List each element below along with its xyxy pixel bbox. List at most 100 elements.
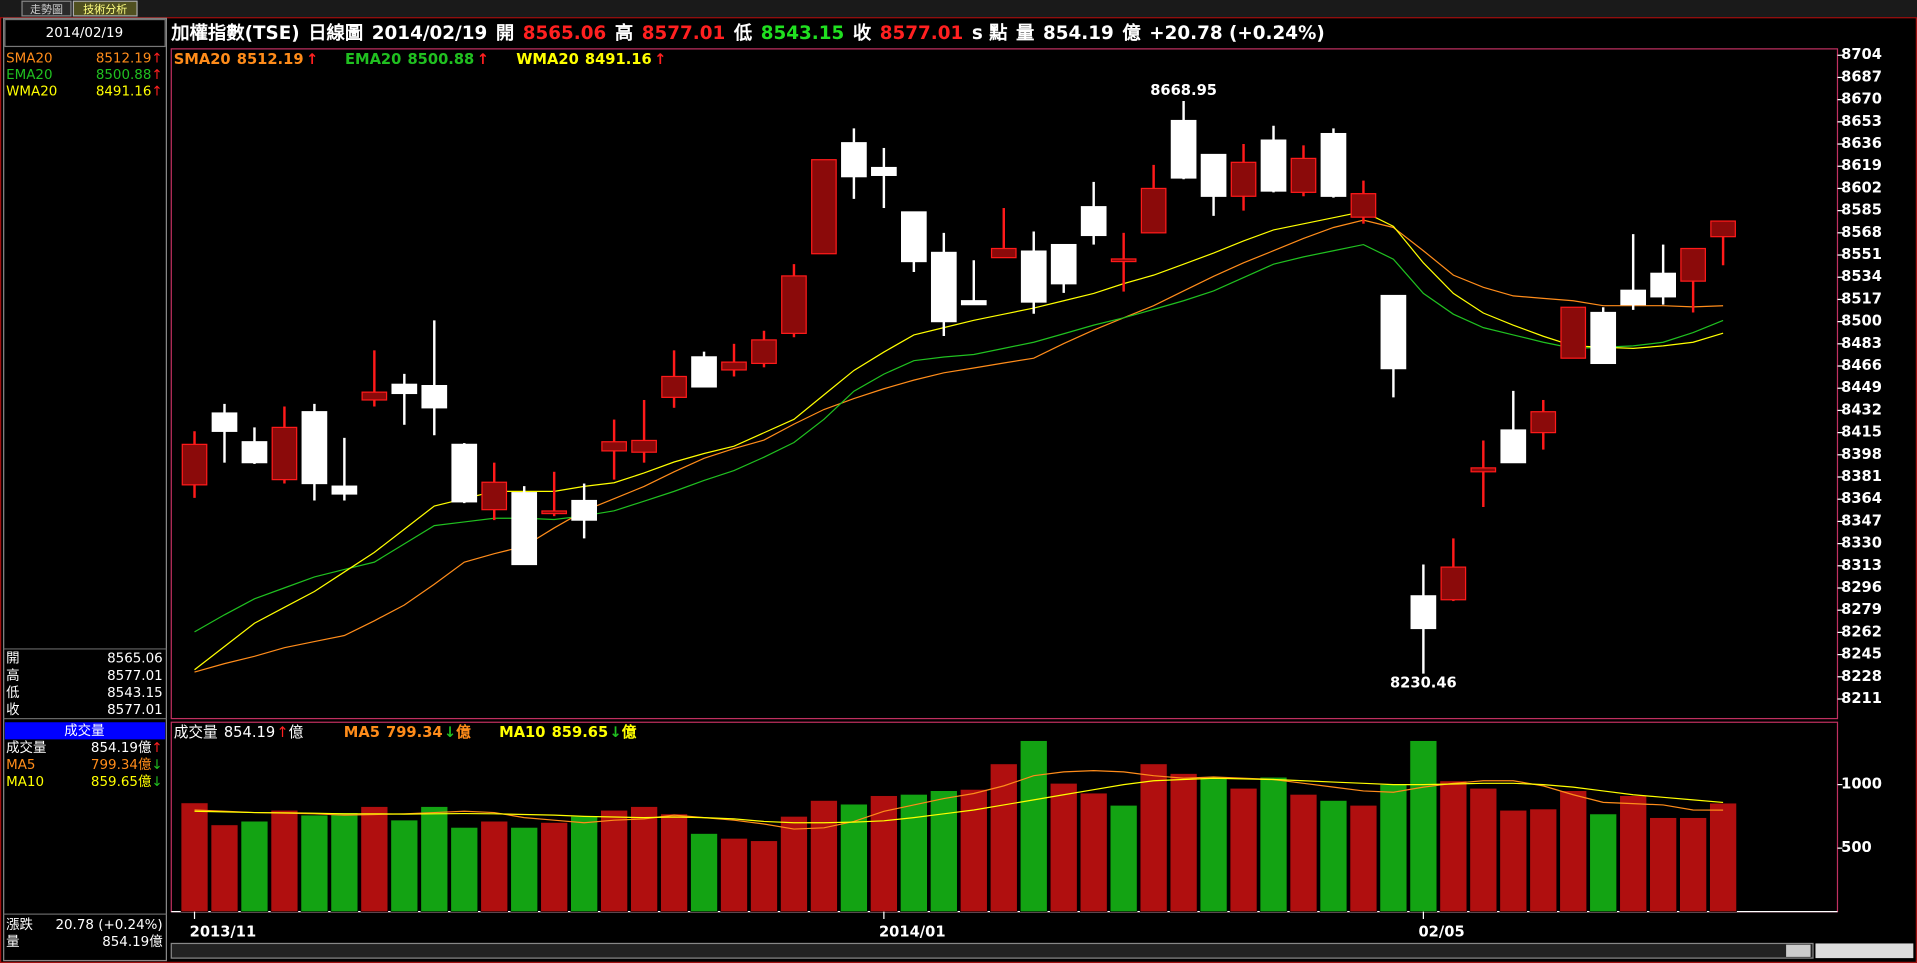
candle-body bbox=[661, 375, 687, 398]
volume-row-value: 859.65億↓ bbox=[91, 774, 163, 790]
volume-bar bbox=[1709, 802, 1737, 912]
header-part: 收 bbox=[853, 22, 872, 44]
ma-line bbox=[194, 777, 1724, 824]
candle-body bbox=[1410, 595, 1437, 630]
legend-item-part: 8500.88 bbox=[407, 51, 474, 68]
candle-body bbox=[1290, 157, 1317, 193]
header-part: 8577.01 bbox=[642, 23, 726, 44]
volume-row-value: 854.19億↑ bbox=[91, 740, 163, 756]
candle-body bbox=[901, 211, 927, 263]
volume-legend-part: 億 bbox=[289, 724, 304, 741]
y-tick-label: 8466 bbox=[1841, 357, 1882, 374]
candle-body bbox=[691, 356, 717, 388]
volume-legend-part: 成交量 bbox=[174, 723, 218, 741]
y-tick-label: 8211 bbox=[1841, 690, 1882, 707]
legend-item-part: 8491.16 bbox=[585, 51, 652, 68]
candle-body bbox=[211, 412, 238, 432]
candle-body bbox=[541, 510, 568, 515]
volume-legend-part: ↓ bbox=[444, 724, 456, 741]
volume-legend-part: 億 bbox=[456, 723, 471, 741]
x-tick-label: 02/05 bbox=[1418, 923, 1464, 940]
header-part: 8543.15 bbox=[761, 23, 845, 44]
candle-body bbox=[841, 142, 867, 178]
header-part: 加權指數(TSE) bbox=[170, 22, 299, 44]
volume-bar bbox=[1349, 805, 1378, 912]
volume-row-value: 799.34億↓ bbox=[91, 757, 163, 773]
ma-line bbox=[194, 219, 1724, 673]
footer-label: 量 bbox=[6, 934, 19, 950]
volume-bar bbox=[1559, 790, 1587, 912]
y-tick-label: 8432 bbox=[1841, 401, 1882, 418]
footer-label: 漲跌 bbox=[6, 917, 33, 933]
y-tick-label: 8245 bbox=[1841, 646, 1882, 663]
x-tick-label: 2014/01 bbox=[879, 923, 946, 940]
y-tick-label: 8704 bbox=[1841, 46, 1882, 63]
legend-item-part: ↑ bbox=[306, 51, 318, 68]
y-tick-label: 500 bbox=[1841, 839, 1872, 856]
quote-label: 高 bbox=[6, 667, 19, 684]
indicator-value-part: 8512.19 bbox=[96, 52, 152, 67]
volume-bar bbox=[1649, 817, 1677, 912]
y-tick-label: 8517 bbox=[1841, 290, 1882, 307]
volume-bar bbox=[930, 790, 958, 912]
volume-legend: MA5 799.34↓億 bbox=[344, 723, 471, 741]
header-part: 8577.01 bbox=[880, 23, 964, 44]
volume-bar bbox=[300, 814, 329, 912]
volume-bar bbox=[210, 824, 239, 912]
indicator-value-part: 8500.88 bbox=[96, 68, 152, 83]
footer-value: 854.19億 bbox=[102, 934, 163, 950]
price-panel bbox=[170, 48, 1839, 720]
date: 2014/02/19 bbox=[46, 26, 123, 41]
ma-line bbox=[194, 243, 1724, 633]
candle-body bbox=[1350, 193, 1377, 218]
header-part: 高 bbox=[615, 22, 633, 44]
legend-item-part: ↑ bbox=[654, 51, 666, 68]
volume-bar bbox=[510, 827, 538, 912]
toolbar-icons[interactable] bbox=[1815, 943, 1914, 959]
tab-active[interactable] bbox=[72, 0, 138, 17]
volume-bar bbox=[1409, 740, 1438, 912]
volume-bar bbox=[630, 806, 658, 912]
y-tick-label: 8653 bbox=[1841, 113, 1882, 130]
tab[interactable] bbox=[21, 0, 72, 17]
candle-body bbox=[811, 159, 837, 255]
volume-bar bbox=[690, 833, 718, 912]
candle-body bbox=[331, 485, 358, 495]
volume-bar bbox=[900, 794, 928, 912]
volume-title-bar bbox=[4, 722, 166, 740]
volume-legend-part: ↑ bbox=[276, 724, 288, 741]
header: 加權指數(TSE) 日線圖 2014/02/19 開 8565.06 高 8577.01 低 8… bbox=[170, 22, 1324, 44]
volume-row-value-part: 799.34億 bbox=[91, 757, 152, 773]
candle-body bbox=[1680, 247, 1706, 282]
candle-body bbox=[451, 443, 478, 503]
candle-body bbox=[301, 411, 328, 485]
y-tick-label: 8585 bbox=[1841, 202, 1882, 219]
indicator-value-part: ↑ bbox=[151, 85, 162, 100]
indicator-value: 8491.16↑ bbox=[96, 85, 163, 100]
volume-bar bbox=[240, 820, 269, 912]
tab-strip bbox=[0, 0, 1917, 18]
volume-legend-part: 859.65 bbox=[552, 724, 609, 741]
side-panel bbox=[3, 17, 167, 962]
candle-body bbox=[481, 481, 508, 511]
candle-body bbox=[960, 300, 987, 306]
scrollbar[interactable] bbox=[170, 942, 1814, 959]
legend-item: WMA20 8491.16 ↑ bbox=[516, 51, 666, 68]
indicator-name: SMA20 bbox=[6, 52, 52, 67]
candle-body bbox=[181, 443, 208, 486]
candle-body bbox=[1620, 289, 1647, 306]
legend-item-part: ↑ bbox=[477, 51, 489, 68]
candle-body bbox=[631, 439, 657, 453]
quote-label: 開 bbox=[6, 652, 19, 667]
candle-body bbox=[1650, 272, 1676, 298]
volume-bar bbox=[1619, 795, 1647, 912]
volume-bar bbox=[1079, 792, 1108, 912]
candle-body bbox=[1080, 206, 1107, 237]
header-part: 量 bbox=[1016, 23, 1034, 44]
legend-item-part: 8512.19 bbox=[237, 51, 304, 68]
footer-value: 20.78 (+0.24%) bbox=[55, 918, 162, 933]
legend-item-part: SMA20 bbox=[174, 51, 231, 68]
scroll-button[interactable] bbox=[1786, 944, 1811, 957]
